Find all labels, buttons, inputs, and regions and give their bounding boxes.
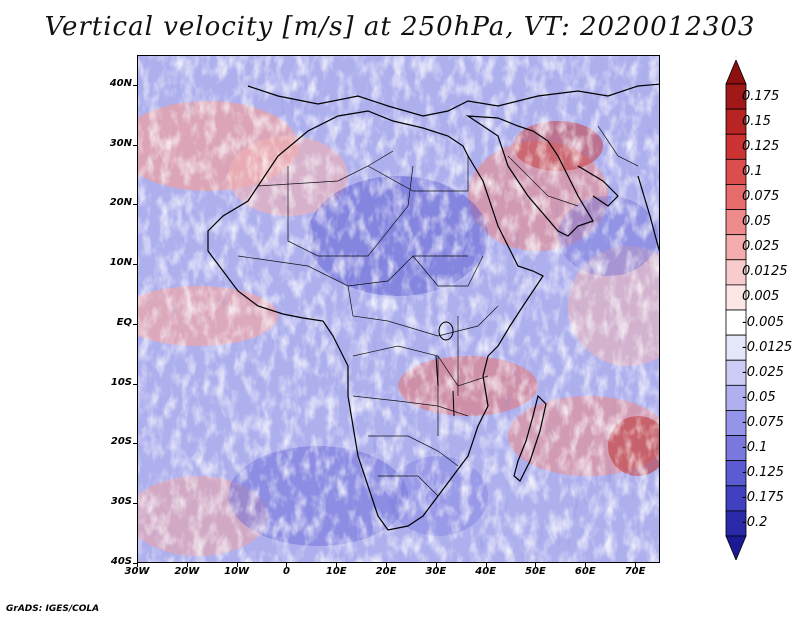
lon-tick-label: 70E [624, 566, 646, 577]
colorbar-level-label: -0.05 [742, 389, 776, 405]
lake-tanganyika [435, 355, 439, 387]
madagascar-coastline [513, 394, 547, 482]
lake-malawi [452, 390, 455, 417]
lon-tick-label: 40E [475, 566, 497, 577]
colorbar-level-label: 0.005 [742, 289, 780, 305]
lon-tick-label: 30W [124, 566, 150, 577]
lon-tick-label: 10W [224, 566, 250, 577]
country-borders [237, 125, 639, 497]
lat-tick-label: 30N [109, 137, 132, 149]
colorbar-level-label: -0.025 [742, 364, 784, 380]
lon-tick-label: 10E [325, 566, 347, 577]
lon-tick-label: 30E [425, 566, 447, 577]
persian-gulf [577, 165, 619, 207]
lon-tick-mark [336, 563, 338, 567]
chart-title: Vertical velocity [m/s] at 250hPa, VT: 2… [44, 12, 756, 42]
lat-tick-mark [133, 323, 137, 325]
lat-tick-mark [133, 443, 137, 445]
lon-tick-mark [585, 563, 587, 567]
colorbar-level-label: -0.1 [742, 440, 768, 456]
colorbar-level-label: -0.175 [742, 490, 784, 506]
lat-tick-label: 40N [109, 77, 132, 89]
arabia-coastline [465, 115, 594, 237]
lat-tick-label: 20N [109, 197, 132, 209]
lon-tick-mark [137, 563, 138, 567]
mediterranean-coast [247, 83, 659, 117]
lon-tick-mark [485, 563, 487, 567]
lat-tick-mark [133, 264, 137, 266]
colorbar [725, 60, 747, 560]
lon-tick-label: 50E [525, 566, 546, 577]
lat-tick-label: 20S [110, 436, 132, 448]
lat-tick-label: EQ [116, 316, 132, 328]
coastlines [207, 83, 659, 531]
lat-tick-mark [133, 503, 137, 505]
lat-tick-mark [133, 563, 137, 564]
lon-tick-mark [435, 563, 437, 567]
lon-tick-label: 0 [282, 566, 290, 577]
colorbar-level-label: -0.2 [742, 515, 768, 531]
field-texture-light [138, 56, 659, 562]
lon-tick-label: 20W [174, 566, 200, 577]
lon-tick-label: 60E [574, 566, 596, 577]
colorbar-bottom-arrow [725, 535, 747, 560]
colorbar-level-label: 0.15 [742, 113, 771, 129]
lat-tick-label: 30S [110, 496, 132, 508]
colorbar-level-label: 0.075 [742, 189, 780, 204]
lon-tick-mark [186, 563, 188, 567]
lat-tick-label: 40S [110, 556, 132, 567]
lon-tick-mark [635, 563, 637, 567]
lat-tick-mark [133, 383, 137, 385]
lon-tick-mark [236, 563, 238, 567]
colorbar-level-label: 0.125 [742, 138, 780, 154]
lon-tick-label: 20E [375, 566, 397, 577]
colorbar-level-label: 0.05 [742, 214, 771, 230]
lon-tick-mark [286, 563, 288, 567]
colorbar-level-label: -0.0125 [742, 339, 793, 355]
colorbar-top-arrow [725, 60, 747, 85]
lat-tick-label: 10S [110, 376, 132, 388]
map-panel [137, 55, 660, 563]
colorbar-level-label: 0.0125 [742, 264, 788, 280]
colorbar-level-label: -0.005 [742, 314, 784, 330]
grads-credit: GrADS: IGES/COLA [6, 604, 100, 614]
colorbar-level-label: -0.125 [742, 465, 784, 481]
map-field [138, 56, 659, 562]
lat-tick-mark [133, 144, 137, 146]
lon-tick-mark [386, 563, 388, 567]
lon-tick-mark [535, 563, 537, 567]
lat-tick-mark [133, 204, 137, 206]
lat-tick-mark [133, 84, 137, 86]
lake-victoria [438, 321, 454, 341]
africa-coastline [207, 110, 544, 531]
lakes [435, 321, 455, 417]
india-coast [637, 175, 659, 252]
colorbar-level-label: 0.025 [742, 239, 780, 255]
colorbar-level-label: 0.1 [742, 163, 763, 179]
lat-tick-label: 10N [109, 257, 132, 269]
colorbar-level-label: -0.075 [742, 415, 784, 430]
colorbar-level-label: 0.175 [742, 88, 780, 104]
